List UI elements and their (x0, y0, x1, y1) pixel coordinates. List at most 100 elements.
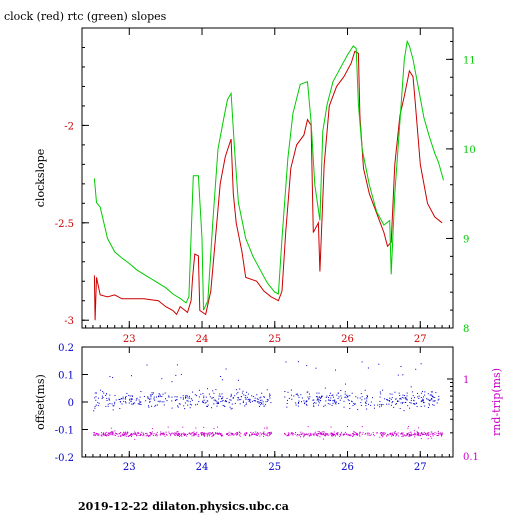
offset-point (287, 399, 288, 401)
offset-point (361, 361, 363, 363)
offset-point (411, 391, 413, 393)
rnd-trip-point (128, 436, 129, 437)
bottom-left-tick-label: 0.1 (58, 371, 74, 382)
bottom-left-tick-label: -0.1 (55, 426, 74, 437)
rnd-trip-point (354, 434, 356, 436)
rnd-trip-point (112, 431, 114, 433)
rnd-trip-point (104, 434, 106, 436)
rnd-trip-point (300, 431, 302, 433)
rnd-trip-point (215, 432, 217, 433)
offset-point (230, 395, 232, 397)
offset-point (203, 399, 205, 401)
offset-point (160, 395, 161, 397)
rnd-trip-point (332, 433, 334, 435)
rnd-trip-point (227, 434, 229, 436)
rnd-trip-point (251, 434, 253, 435)
rnd-trip-point (337, 434, 339, 436)
rnd-trip-point (310, 433, 312, 435)
rnd-trip-point (130, 434, 132, 436)
offset-point (249, 399, 251, 401)
rnd-trip-point (261, 433, 263, 434)
offset-point (259, 401, 261, 403)
offset-point (399, 408, 401, 409)
rnd-trip-point (296, 435, 298, 437)
offset-point (366, 394, 368, 396)
rnd-trip-point (336, 432, 338, 434)
rnd-trip-point (178, 433, 179, 434)
rnd-trip-point (202, 433, 204, 435)
rnd-trip-point (260, 434, 262, 436)
offset-point (203, 402, 204, 404)
rnd-trip-point (322, 431, 324, 433)
offset-point (166, 400, 168, 402)
rnd-trip-point (153, 433, 155, 435)
offset-point (433, 404, 435, 406)
rnd-trip-point (108, 433, 110, 435)
rnd-trip-point (271, 432, 272, 434)
rnd-trip-point (203, 434, 205, 436)
rnd-trip-point (174, 434, 176, 436)
offset-point (244, 397, 246, 399)
rnd-trip-point (172, 433, 174, 435)
offset-point (265, 401, 267, 403)
offset-point (366, 396, 368, 398)
offset-point (187, 400, 189, 402)
rnd-trip-point (267, 435, 269, 437)
bottom-right-tick-label: 0.1 (463, 452, 479, 463)
top-x-tick-label: 24 (196, 334, 209, 345)
offset-point (115, 399, 117, 401)
offset-point (217, 402, 219, 404)
offset-point (320, 400, 322, 402)
rnd-trip-point (364, 433, 366, 435)
rnd-trip-point (313, 434, 315, 436)
rnd-trip-point (209, 432, 211, 434)
rnd-trip-point (382, 433, 384, 435)
rnd-trip-point (120, 435, 122, 437)
rnd-trip-point (303, 433, 305, 435)
offset-point (171, 396, 173, 398)
offset-point (106, 393, 107, 395)
offset-point (252, 396, 254, 398)
rnd-trip-point (147, 435, 149, 436)
offset-point (207, 404, 209, 406)
rnd-trip-point (107, 433, 109, 435)
rnd-trip-point (348, 434, 350, 436)
rnd-trip-point (333, 431, 335, 433)
rnd-trip-point (381, 434, 382, 436)
offset-point (245, 395, 247, 397)
offset-point (168, 396, 170, 398)
offset-point (368, 403, 369, 405)
rnd-trip-point (236, 432, 238, 434)
offset-point (251, 395, 253, 397)
offset-point (361, 396, 363, 398)
offset-point (409, 407, 411, 409)
offset-point (343, 400, 345, 402)
rnd-trip-point (208, 432, 210, 434)
rnd-trip-point (417, 433, 419, 435)
rnd-trip-point (427, 438, 429, 440)
offset-point (391, 402, 393, 404)
offset-point (133, 402, 134, 404)
offset-point (107, 403, 109, 405)
rnd-trip-point (367, 432, 369, 434)
offset-point (243, 394, 245, 396)
offset-point (393, 406, 395, 408)
offset-point (153, 398, 155, 400)
rnd-trip-point (103, 434, 105, 436)
offset-point (346, 397, 348, 399)
offset-point (298, 402, 299, 403)
rnd-trip-point (270, 432, 271, 434)
rnd-trip-point (336, 433, 338, 435)
rnd-trip-point (317, 431, 319, 433)
offset-point (106, 397, 108, 399)
rnd-trip-point (112, 433, 114, 435)
rnd-trip-point (230, 434, 232, 436)
offset-point (216, 405, 218, 407)
rnd-trip-point (181, 435, 183, 437)
rnd-trip-point (406, 434, 408, 436)
rnd-trip-point (101, 435, 103, 437)
rnd-trip-point (185, 434, 186, 436)
offset-point (430, 391, 432, 393)
offset-point (261, 399, 263, 401)
rnd-trip-point (351, 433, 353, 435)
